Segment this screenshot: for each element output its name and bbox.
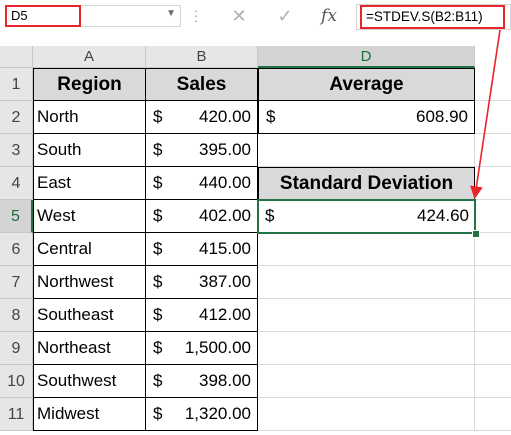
average-value: 608.90 bbox=[416, 107, 468, 126]
row-header-1[interactable]: 1 bbox=[0, 68, 33, 101]
region-header[interactable]: Region bbox=[33, 68, 146, 101]
std-dev-label[interactable]: Standard Deviation bbox=[258, 167, 475, 200]
gridline bbox=[33, 298, 511, 299]
column-header-d[interactable]: D bbox=[258, 46, 475, 68]
formula-bar-area: D5 ▼ · · · ✕ ✓ fx =STDEV.S(B2:B11) bbox=[0, 0, 511, 38]
region-cell[interactable]: Northeast bbox=[33, 331, 146, 365]
currency-symbol: $ bbox=[153, 272, 163, 291]
sales-value: 1,500.00 bbox=[184, 338, 251, 357]
region-cell[interactable]: South bbox=[33, 133, 146, 167]
insert-function-button[interactable]: fx bbox=[321, 6, 337, 26]
sales-value: 1,320.00 bbox=[184, 404, 251, 423]
cell-selection[interactable] bbox=[257, 199, 476, 234]
row-header-3[interactable]: 3 bbox=[0, 134, 33, 167]
region-cell[interactable]: East bbox=[33, 166, 146, 200]
column-header-a[interactable]: A bbox=[33, 46, 146, 68]
name-box-dropdown-area[interactable]: ▼ bbox=[81, 5, 181, 27]
sales-cell[interactable]: $415.00 bbox=[145, 232, 258, 266]
sales-value: 398.00 bbox=[199, 371, 251, 390]
row-header-2[interactable]: 2 bbox=[0, 101, 33, 134]
sales-cell[interactable]: $402.00 bbox=[145, 199, 258, 233]
name-box[interactable]: D5 bbox=[5, 5, 81, 27]
region-cell[interactable]: Southeast bbox=[33, 298, 146, 332]
sales-header[interactable]: Sales bbox=[145, 68, 258, 101]
fill-handle[interactable] bbox=[472, 230, 480, 238]
sales-cell[interactable]: $398.00 bbox=[145, 364, 258, 398]
sales-cell[interactable]: $1,320.00 bbox=[145, 397, 258, 431]
sales-value: 412.00 bbox=[199, 305, 251, 324]
row-header-10[interactable]: 10 bbox=[0, 365, 33, 398]
currency-symbol: $ bbox=[153, 239, 163, 258]
region-cell[interactable]: Southwest bbox=[33, 364, 146, 398]
sales-value: 395.00 bbox=[199, 140, 251, 159]
region-cell[interactable]: West bbox=[33, 199, 146, 233]
region-cell[interactable]: Central bbox=[33, 232, 146, 266]
enter-icon[interactable]: ✓ bbox=[277, 6, 293, 26]
gridline bbox=[33, 166, 511, 167]
sales-cell[interactable]: $1,500.00 bbox=[145, 331, 258, 365]
sales-value: 415.00 bbox=[199, 239, 251, 258]
gridline bbox=[33, 397, 511, 398]
sales-cell[interactable]: $395.00 bbox=[145, 133, 258, 167]
currency-symbol: $ bbox=[153, 140, 163, 159]
row-header-4[interactable]: 4 bbox=[0, 167, 33, 200]
currency-symbol: $ bbox=[153, 206, 163, 225]
currency-symbol: $ bbox=[153, 107, 163, 126]
cancel-icon[interactable]: ✕ bbox=[231, 6, 247, 26]
row-header-8[interactable]: 8 bbox=[0, 299, 33, 332]
gridline bbox=[33, 364, 511, 365]
std-dev-value-cell[interactable]: $424.60 bbox=[258, 200, 475, 233]
average-value-cell[interactable]: $608.90 bbox=[258, 100, 475, 134]
average-label[interactable]: Average bbox=[258, 68, 475, 101]
std-dev-value: 424.60 bbox=[417, 206, 469, 225]
region-cell[interactable]: Northwest bbox=[33, 265, 146, 299]
currency-symbol: $ bbox=[153, 371, 163, 390]
select-all-corner[interactable] bbox=[0, 46, 33, 68]
sales-value: 440.00 bbox=[199, 173, 251, 192]
row-header-6[interactable]: 6 bbox=[0, 233, 33, 266]
sales-cell[interactable]: $387.00 bbox=[145, 265, 258, 299]
row-header-11[interactable]: 11 bbox=[0, 398, 33, 431]
sales-value: 420.00 bbox=[199, 107, 251, 126]
gridline bbox=[474, 68, 475, 431]
row-header-7[interactable]: 7 bbox=[0, 266, 33, 299]
sales-cell[interactable]: $420.00 bbox=[145, 100, 258, 134]
sales-value: 387.00 bbox=[199, 272, 251, 291]
currency-symbol: $ bbox=[153, 173, 163, 192]
currency-symbol: $ bbox=[153, 404, 163, 423]
gridline bbox=[33, 331, 511, 332]
currency-symbol: $ bbox=[266, 107, 276, 126]
row-header-5[interactable]: 5 bbox=[0, 200, 33, 233]
sales-value: 402.00 bbox=[199, 206, 251, 225]
chevron-down-icon[interactable]: ▼ bbox=[166, 8, 176, 19]
sales-cell[interactable]: $412.00 bbox=[145, 298, 258, 332]
column-header-b[interactable]: B bbox=[146, 46, 258, 68]
currency-symbol: $ bbox=[153, 338, 163, 357]
row-header-9[interactable]: 9 bbox=[0, 332, 33, 365]
currency-symbol: $ bbox=[265, 206, 275, 225]
region-cell[interactable]: Midwest bbox=[33, 397, 146, 431]
sales-cell[interactable]: $440.00 bbox=[145, 166, 258, 200]
gridline bbox=[33, 265, 511, 266]
gridline bbox=[33, 430, 511, 431]
formula-input[interactable]: =STDEV.S(B2:B11) bbox=[360, 5, 505, 29]
formula-bar-grip-icon[interactable]: · · · bbox=[193, 2, 199, 28]
region-cell[interactable]: North bbox=[33, 100, 146, 134]
currency-symbol: $ bbox=[153, 305, 163, 324]
